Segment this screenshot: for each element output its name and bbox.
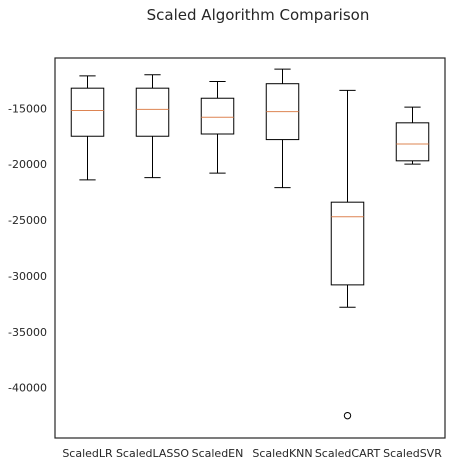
plot-frame xyxy=(54,57,446,439)
box xyxy=(395,122,430,162)
x-tick-label: ScaledKNN xyxy=(252,447,312,460)
box xyxy=(70,87,105,137)
box xyxy=(330,201,365,286)
y-tick-label: -40000 xyxy=(8,382,47,395)
x-tick-label: ScaledCART xyxy=(315,447,381,460)
box-group xyxy=(135,74,170,179)
box xyxy=(200,97,235,135)
box xyxy=(135,87,170,137)
y-tick-label: -35000 xyxy=(8,326,47,339)
x-tick-label: ScaledSVR xyxy=(383,447,442,460)
y-tick-label: -30000 xyxy=(8,270,47,283)
x-tick-label: ScaledLASSO xyxy=(116,447,189,460)
x-tick-label: ScaledLR xyxy=(62,447,113,460)
box-group xyxy=(70,75,105,181)
y-axis: -15000 -20000 -25000 -30000 -35000 -40000 xyxy=(8,102,47,394)
y-tick-label: -15000 xyxy=(8,102,47,115)
x-axis: ScaledLR ScaledLASSO ScaledEN ScaledKNN Scal… xyxy=(62,447,442,460)
box-group xyxy=(200,80,235,174)
x-tick-label: ScaledEN xyxy=(192,447,244,460)
box-group xyxy=(265,68,300,189)
chart-marks xyxy=(70,68,430,420)
chart-title: Scaled Algorithm Comparison xyxy=(147,6,370,24)
y-tick-label: -25000 xyxy=(8,214,47,227)
outlier-point xyxy=(343,411,352,420)
y-tick-label: -20000 xyxy=(8,158,47,171)
box-group xyxy=(330,89,365,420)
box-group xyxy=(395,106,430,165)
